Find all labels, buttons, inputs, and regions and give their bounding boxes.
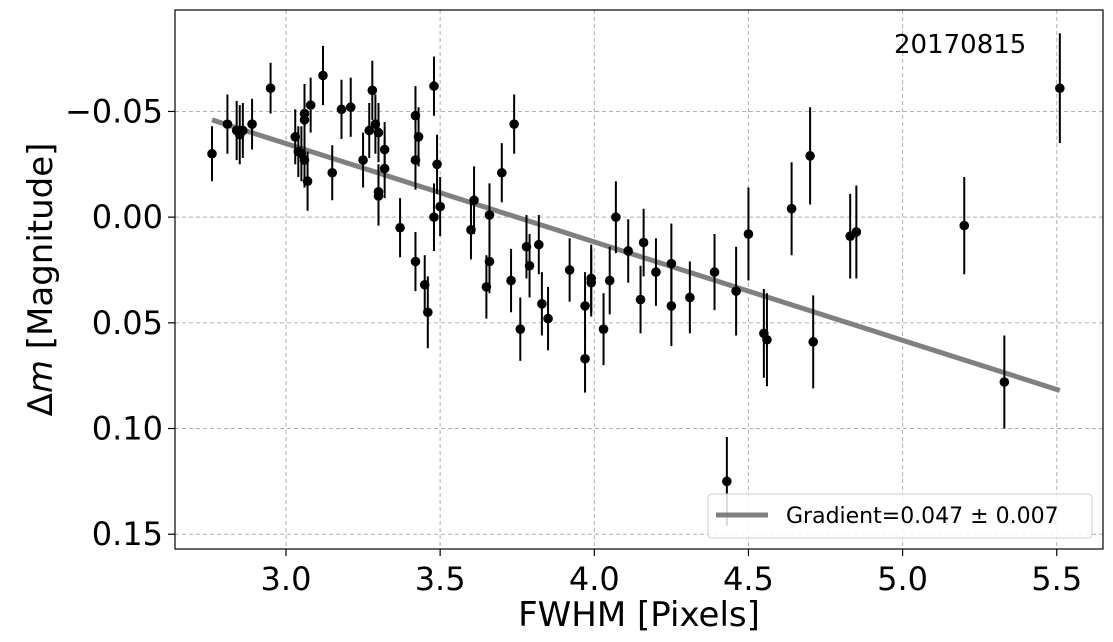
data-point <box>743 229 754 239</box>
data-points <box>207 33 1065 526</box>
data-point <box>805 151 815 161</box>
data-point <box>604 275 615 286</box>
fit-line-layer <box>211 117 1061 393</box>
data-point <box>429 81 439 91</box>
data-point <box>999 377 1010 387</box>
data-point <box>305 100 316 110</box>
y-tick-label: 0.10 <box>92 410 163 448</box>
legend: Gradient=0.047 ± 0.007 <box>707 493 1093 539</box>
data-point <box>222 119 233 129</box>
data-point <box>762 334 772 345</box>
data-point <box>685 292 695 303</box>
data-point <box>808 337 818 347</box>
data-point <box>435 201 445 212</box>
data-point <box>423 307 433 318</box>
data-point <box>851 227 862 237</box>
data-point <box>786 203 797 214</box>
data-point <box>586 273 597 284</box>
data-point <box>469 195 479 206</box>
data-point <box>651 267 661 277</box>
x-tick-label: 5.0 <box>877 560 928 598</box>
x-tick-label: 4.0 <box>569 560 620 598</box>
y-axis-label-delta: Δ <box>21 393 61 416</box>
data-point <box>524 260 535 271</box>
plot-frame <box>174 9 1104 550</box>
data-point <box>564 265 575 275</box>
x-tick-label: 3.0 <box>261 560 312 598</box>
data-point <box>635 294 646 305</box>
data-point <box>395 222 405 233</box>
data-point <box>484 256 495 267</box>
x-tick-label: 3.5 <box>415 560 466 598</box>
y-axis-ticks: −0.05 0.00 0.05 0.10 0.15 <box>65 92 175 553</box>
data-point <box>345 102 356 113</box>
data-point <box>379 144 390 155</box>
data-point <box>543 313 553 324</box>
data-point <box>327 167 338 178</box>
data-point <box>432 159 442 170</box>
data-point <box>238 125 248 136</box>
data-point <box>367 85 378 96</box>
y-tick-label: −0.05 <box>65 92 163 130</box>
data-point <box>580 301 590 311</box>
data-point <box>638 237 649 248</box>
x-axis-ticks: 3.0 3.5 4.0 4.5 5.0 5.5 <box>261 549 1082 598</box>
y-tick-label: 0.15 <box>92 515 163 553</box>
data-point <box>497 167 507 178</box>
data-point <box>515 324 526 334</box>
data-point <box>666 301 677 311</box>
y-axis-label-unit: [Magnitude] <box>21 143 61 360</box>
fit-line <box>211 117 1061 393</box>
data-point <box>336 104 347 115</box>
legend-box <box>707 493 1093 539</box>
data-point <box>959 220 970 231</box>
data-point <box>265 83 276 94</box>
y-axis-label: Δm [Magnitude] <box>21 143 61 417</box>
data-point <box>509 119 519 129</box>
data-point <box>299 108 310 119</box>
data-point <box>410 256 421 267</box>
data-point <box>580 353 590 364</box>
data-point <box>247 119 257 129</box>
x-tick-label: 4.5 <box>723 560 774 598</box>
y-axis-label-variable: m <box>21 360 61 393</box>
date-annotation: 20170815 <box>894 30 1026 60</box>
data-point <box>358 155 368 165</box>
y-tick-label: 0.05 <box>92 304 163 342</box>
data-point <box>1055 83 1065 94</box>
x-tick-label: 5.5 <box>1031 560 1082 598</box>
legend-label: Gradient=0.047 ± 0.007 <box>786 504 1059 529</box>
data-point <box>429 212 439 222</box>
data-point <box>598 324 609 334</box>
data-point <box>623 246 634 256</box>
data-point <box>364 125 375 136</box>
data-point <box>207 148 217 159</box>
data-point <box>373 127 384 138</box>
data-point <box>709 267 720 277</box>
x-axis-label: FWHM [Pixels] <box>518 595 760 635</box>
data-point <box>666 258 677 269</box>
data-point <box>413 132 424 142</box>
data-point <box>484 210 495 220</box>
data-point <box>611 212 621 222</box>
y-tick-label: 0.00 <box>92 198 163 236</box>
data-point <box>534 239 544 250</box>
data-point <box>318 70 328 81</box>
data-point <box>731 286 741 296</box>
data-point <box>506 275 516 286</box>
data-point <box>302 176 313 187</box>
data-point <box>537 299 547 309</box>
data-point <box>722 476 732 487</box>
data-point <box>373 191 384 201</box>
